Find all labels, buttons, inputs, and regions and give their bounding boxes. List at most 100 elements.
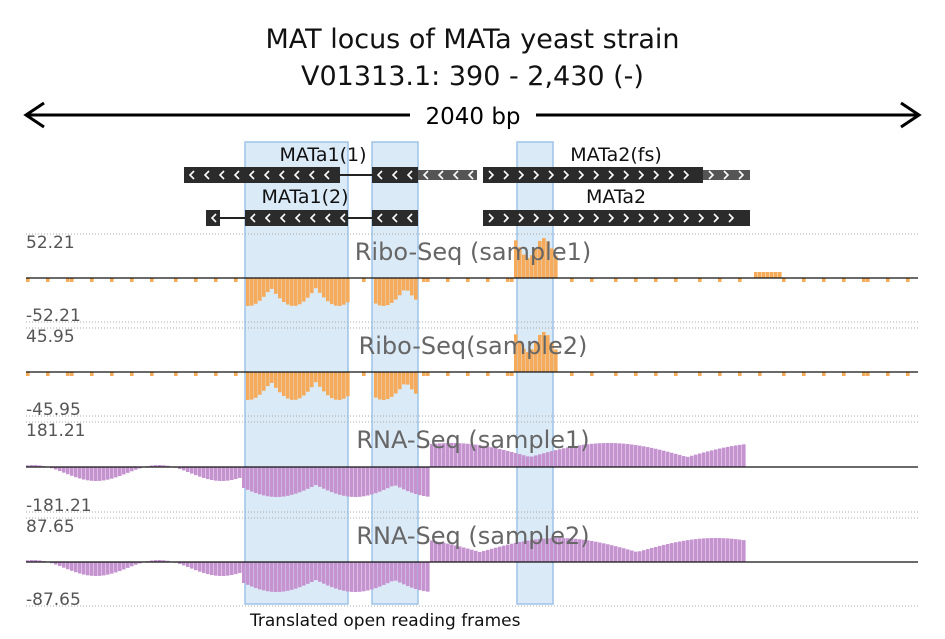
coverage-bar	[722, 447, 726, 467]
coverage-bar	[66, 278, 70, 282]
gene-MATa1(1): MATa1(1)	[184, 144, 477, 183]
strand-chevron	[263, 170, 270, 180]
coverage-bar	[410, 467, 414, 493]
coverage-bar	[454, 545, 458, 562]
strand-chevron	[623, 170, 630, 180]
coverage-bar	[542, 453, 546, 467]
coverage-bar	[62, 562, 66, 568]
coverage-bar	[254, 562, 258, 589]
coverage-bar	[518, 454, 522, 467]
coverage-bar	[538, 240, 542, 278]
coverage-bar	[406, 562, 410, 587]
coverage-bar	[582, 444, 586, 467]
coverage-bar	[490, 548, 494, 562]
coverage-bar	[678, 541, 682, 562]
coverage-bar	[322, 467, 326, 489]
coverage-bar	[322, 372, 326, 392]
coverage-bar	[574, 538, 578, 562]
coverage-bar	[402, 278, 406, 291]
coverage-bar	[654, 546, 658, 562]
coverage-bar	[334, 372, 338, 400]
coverage-bar	[110, 372, 114, 376]
gene-label: MATa1(1)	[279, 144, 366, 166]
coverage-bar	[570, 278, 574, 282]
coverage-bar	[714, 449, 718, 467]
strand-chevron	[293, 170, 300, 180]
coverage-bar	[390, 372, 394, 397]
gene-exon	[483, 167, 703, 183]
coverage-bar	[526, 540, 530, 562]
track-1: 45.95 -45.95 Ribo-Seq(sample2)	[26, 327, 918, 420]
gene-exon	[184, 167, 340, 183]
strand-chevron	[503, 213, 510, 223]
coverage-bar	[866, 278, 870, 282]
coverage-bar	[534, 248, 538, 278]
strand-chevron	[391, 170, 398, 180]
coverage-bar	[734, 445, 738, 467]
coverage-bar	[514, 453, 518, 467]
coverage-bar	[230, 467, 234, 481]
coverage-bar	[462, 547, 466, 562]
coverage-bar	[590, 372, 594, 376]
coverage-bar	[290, 278, 294, 306]
strand-chevron	[668, 213, 675, 223]
coverage-bar	[330, 372, 334, 399]
coverage-bar	[302, 372, 306, 396]
coverage-bar	[246, 562, 250, 585]
coverage-bar	[446, 443, 450, 467]
coverage-bar	[418, 562, 422, 591]
coverage-bar	[298, 562, 302, 588]
coverage-bar	[274, 467, 278, 497]
coverage-bar	[494, 547, 498, 562]
coverage-bar	[518, 542, 522, 562]
coverage-bar	[374, 467, 378, 494]
coverage-bar	[82, 467, 86, 480]
coverage-bar	[730, 538, 734, 562]
coverage-bar	[158, 465, 162, 467]
coverage-bar	[298, 467, 302, 493]
coverage-bar	[710, 538, 714, 562]
coverage-bar	[378, 372, 382, 400]
coverage-bar	[726, 538, 730, 562]
track-name: RNA-Seq (sample2)	[356, 522, 589, 550]
coverage-bar	[390, 467, 394, 487]
coverage-bar	[338, 467, 342, 495]
coverage-bar	[262, 278, 266, 297]
coverage-bar	[258, 278, 262, 301]
coverage-bar	[38, 465, 42, 467]
coverage-bar	[594, 443, 598, 467]
coverage-bar	[402, 562, 406, 585]
coverage-bar	[98, 467, 102, 481]
coverage-bar	[306, 278, 310, 298]
coverage-bar	[490, 447, 494, 467]
coverage-bar	[714, 538, 718, 562]
coverage-bar	[474, 550, 478, 562]
coverage-bar	[446, 278, 450, 282]
strand-chevron	[203, 170, 210, 180]
coverage-bar	[242, 467, 246, 489]
coverage-bar	[842, 372, 846, 376]
coverage-bar	[246, 467, 250, 490]
coverage-bar	[554, 255, 558, 278]
coverage-bar	[310, 372, 314, 388]
coverage-bar	[378, 562, 382, 587]
coverage-bar	[406, 372, 410, 385]
coverage-bar	[694, 454, 698, 467]
strand-chevron	[683, 213, 690, 223]
coverage-bar	[602, 443, 606, 467]
coverage-bar	[34, 560, 38, 562]
coverage-bar	[554, 349, 558, 372]
coverage-bar	[250, 372, 254, 400]
strand-chevron	[264, 213, 271, 223]
coverage-bar	[70, 372, 74, 376]
coverage-bar	[434, 541, 438, 562]
coverage-bar	[470, 444, 474, 467]
coverage-bar	[26, 372, 30, 376]
coverage-bar	[402, 467, 406, 490]
coverage-bar	[442, 443, 446, 467]
coverage-bar	[194, 372, 198, 376]
coverage-bar	[258, 467, 262, 495]
coverage-bar	[550, 248, 554, 278]
strand-chevron	[563, 170, 570, 180]
track-2: 181.21 -181.21 RNA-Seq (sample1)	[26, 421, 918, 516]
